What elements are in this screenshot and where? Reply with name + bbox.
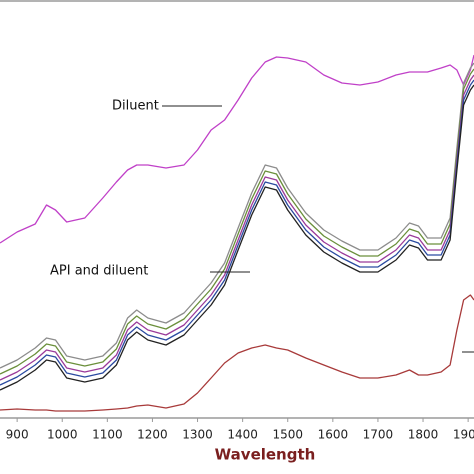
spectrum-line — [0, 54, 474, 244]
spectrum-line — [0, 294, 474, 412]
x-tick-label: 1600 — [318, 428, 349, 442]
x-axis-label: Wavelength — [215, 446, 316, 464]
x-tick-label: 1400 — [227, 428, 258, 442]
x-tick-label: 1000 — [47, 428, 78, 442]
annotation: API and diluent — [50, 264, 148, 279]
spectrum-line — [0, 62, 474, 369]
x-tick-label: 1200 — [137, 428, 168, 442]
x-tick-label: 900 — [6, 428, 29, 442]
x-tick-label: 1100 — [92, 428, 123, 442]
annotation: Diluent — [112, 99, 159, 114]
spectrum-line — [0, 79, 474, 386]
spectrum-line — [0, 74, 474, 381]
x-tick-label: 1900 — [453, 428, 474, 442]
spectrum-line — [0, 68, 474, 375]
x-tick-label: 1800 — [408, 428, 439, 442]
x-tick-label: 1700 — [363, 428, 394, 442]
lines — [0, 54, 474, 412]
x-tick-label: 1500 — [272, 428, 303, 442]
x-tick-label: 1300 — [182, 428, 213, 442]
spectrum-line — [0, 84, 474, 391]
